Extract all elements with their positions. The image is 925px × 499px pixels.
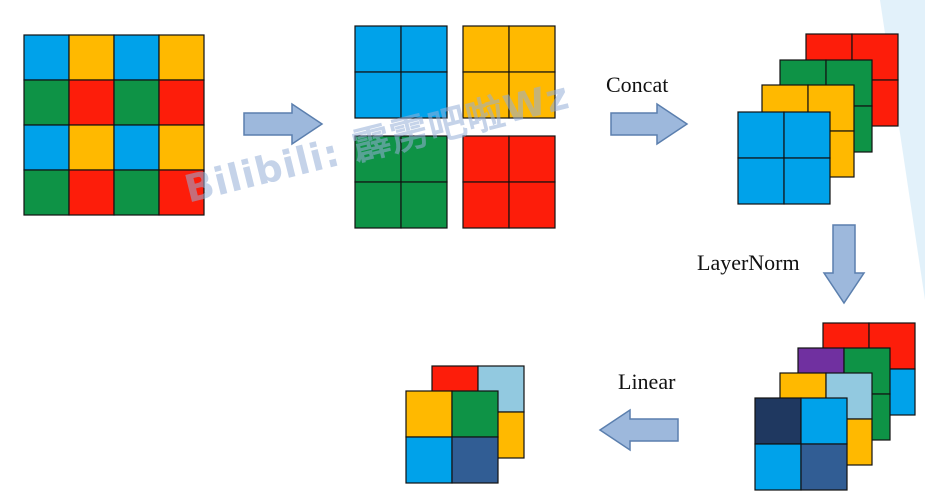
patch-red — [462, 135, 556, 229]
grid-cell — [508, 181, 556, 229]
grid-cell — [23, 34, 70, 81]
grid-cell — [400, 25, 448, 73]
input-feature-map — [23, 34, 205, 216]
grid-cell — [23, 79, 70, 126]
arrow-split — [243, 102, 324, 146]
grid-cell — [158, 79, 205, 126]
grid-cell — [113, 34, 160, 81]
arrow-concat — [610, 102, 689, 146]
layernorm-label: LayerNorm — [697, 250, 800, 275]
grid-cell — [158, 124, 205, 171]
grid-cell — [354, 135, 402, 183]
grid-cell — [508, 135, 556, 183]
grid-cell — [405, 390, 453, 438]
grid-cell — [754, 397, 802, 445]
grid-cell — [113, 124, 160, 171]
grid-cell — [68, 169, 115, 216]
grid-cell — [462, 135, 510, 183]
arrow-linear — [598, 408, 679, 452]
patch-green — [354, 135, 448, 229]
concat-label: Concat — [606, 72, 669, 97]
grid-cell — [23, 124, 70, 171]
grid-cell — [354, 181, 402, 229]
grid-cell — [23, 169, 70, 216]
grid-cell — [68, 124, 115, 171]
grid-cell — [68, 34, 115, 81]
grid-cell — [737, 157, 785, 205]
grid-cell — [400, 181, 448, 229]
grid-cell — [508, 25, 556, 73]
patch-yellow — [462, 25, 556, 119]
grid-cell — [400, 135, 448, 183]
grid-cell — [405, 436, 453, 484]
grid-cell — [113, 169, 160, 216]
grid-cell — [68, 79, 115, 126]
grid-cell — [800, 397, 848, 445]
grid-cell — [354, 25, 402, 73]
concat-layer — [737, 111, 831, 205]
grid-cell — [354, 71, 402, 119]
grid-cell — [158, 169, 205, 216]
grid-cell — [451, 390, 499, 438]
linear-layer — [405, 390, 499, 484]
norm-layer — [754, 397, 848, 491]
grid-cell — [783, 157, 831, 205]
grid-cell — [800, 443, 848, 491]
grid-cell — [113, 79, 160, 126]
grid-cell — [462, 25, 510, 73]
linear-label: Linear — [618, 369, 676, 394]
grid-cell — [754, 443, 802, 491]
patch-blue — [354, 25, 448, 119]
grid-cell — [737, 111, 785, 159]
grid-cell — [158, 34, 205, 81]
arrow-layernorm — [822, 224, 866, 305]
grid-cell — [462, 181, 510, 229]
grid-cell — [508, 71, 556, 119]
grid-cell — [451, 436, 499, 484]
grid-cell — [400, 71, 448, 119]
grid-cell — [783, 111, 831, 159]
